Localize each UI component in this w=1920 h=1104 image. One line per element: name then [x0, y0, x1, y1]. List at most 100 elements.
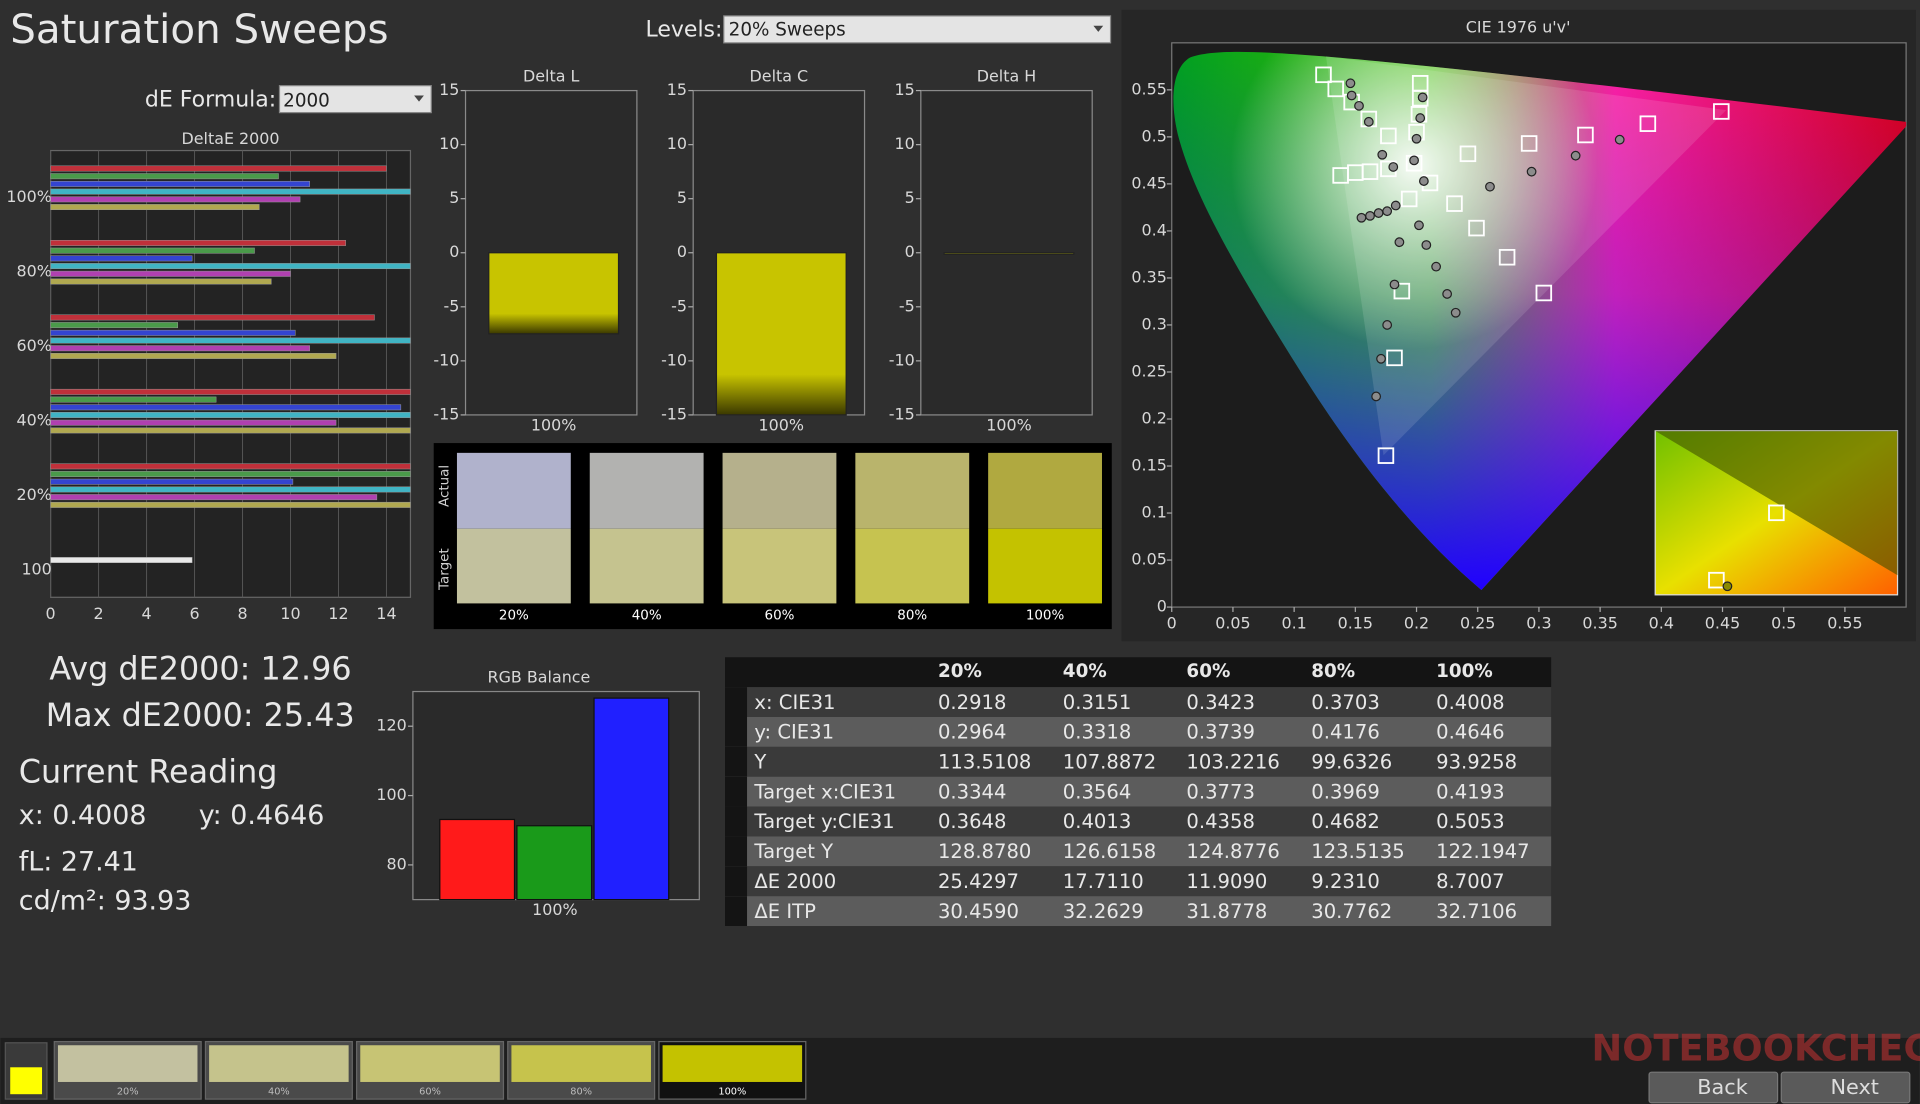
y-tick-label: 0 — [905, 242, 915, 261]
measured-point — [1363, 116, 1374, 127]
row-marker — [725, 836, 748, 867]
target-point — [1377, 447, 1395, 464]
nav-button-label: Next — [1830, 1075, 1878, 1099]
table-header-cell: 20% — [938, 661, 982, 682]
table-cell: 8.7007 — [1436, 870, 1505, 893]
levels-dropdown[interactable] — [723, 15, 1112, 44]
measured-point — [1450, 307, 1461, 318]
y-tick-label: 0 — [677, 242, 687, 261]
table-cell: x: CIE31 — [754, 691, 835, 714]
table-cell: 0.4682 — [1311, 810, 1380, 833]
table-cell: y: CIE31 — [754, 721, 834, 744]
max-de: Max dE2000: 25.43 — [46, 696, 355, 734]
table-cell: 0.2964 — [938, 721, 1007, 744]
actual-swatch — [988, 452, 1102, 529]
zoom-measured — [1722, 581, 1733, 592]
avg-de: Avg dE2000: 12.96 — [49, 650, 351, 688]
measured-point — [1365, 210, 1375, 221]
table-cell: 30.7762 — [1311, 900, 1392, 923]
current-color — [10, 1067, 43, 1095]
table-cell: 0.4646 — [1436, 721, 1505, 744]
nav-button[interactable] — [1648, 1071, 1779, 1104]
table-cell: 32.7106 — [1436, 900, 1517, 923]
y-tick-label: 15 — [667, 80, 687, 99]
zoom-target — [1768, 504, 1785, 522]
measured-point — [1421, 240, 1432, 250]
x-tick-label: 0.45 — [1705, 614, 1740, 633]
bar — [50, 240, 346, 246]
y-tick-label: 0.4 — [1142, 220, 1167, 239]
measured-point — [1377, 149, 1388, 160]
measured-point — [1414, 220, 1424, 231]
table-row — [725, 746, 1552, 777]
nav-button[interactable] — [1780, 1071, 1911, 1104]
table-cell: 0.3564 — [1063, 780, 1132, 803]
table-cell: 0.3151 — [1063, 691, 1132, 714]
y-tick-label: 0.25 — [1131, 361, 1166, 380]
sweep-swatch — [511, 1045, 651, 1082]
de-formula-value: 2000 — [283, 91, 330, 112]
table-cell: Target Y — [753, 840, 833, 863]
x-tick-label: 0 — [1167, 614, 1177, 633]
y-tick-label: -15 — [889, 404, 915, 423]
x-tick-label: 0.55 — [1827, 614, 1862, 633]
table-cell: 0.3344 — [938, 780, 1007, 803]
measured-point — [1415, 113, 1426, 123]
measured-point — [1394, 237, 1405, 248]
de-formula-dropdown[interactable] — [278, 85, 432, 114]
table-cell: ΔE ITP — [754, 900, 816, 923]
table-row — [725, 806, 1552, 837]
chart-title: DeltaE 2000 — [182, 129, 280, 148]
reading-heading: Current Reading — [19, 753, 278, 791]
dropdown-arrow — [1093, 25, 1104, 32]
measured-point — [1346, 90, 1357, 101]
zoom-inset-shade — [1655, 430, 1898, 576]
table-row — [725, 716, 1552, 747]
table-cell: 103.2216 — [1186, 751, 1279, 774]
measured-point — [1382, 320, 1393, 330]
category-label: 80% — [16, 262, 51, 281]
bar — [50, 329, 296, 336]
x-tick-label: 100% — [759, 415, 804, 434]
measured-point — [1411, 133, 1422, 144]
y-tick-label: -10 — [889, 350, 915, 369]
bar — [50, 345, 310, 352]
watermark: NOTEBOOKCHECK — [1592, 1027, 1920, 1070]
bar — [488, 252, 620, 335]
measured-point — [1431, 261, 1442, 272]
table-cell: 93.9258 — [1436, 751, 1517, 774]
y-tick-label: 10 — [894, 134, 914, 153]
bar — [439, 818, 516, 901]
measured-point — [1371, 391, 1382, 402]
sweep-label: 40% — [268, 1087, 290, 1098]
bar — [50, 486, 411, 493]
white-glow — [1173, 51, 1907, 590]
x-tick-label: 4 — [142, 604, 152, 623]
measured-point — [1382, 206, 1393, 217]
swatch-label: 100% — [1026, 609, 1065, 624]
measured-point — [1526, 166, 1537, 177]
row-marker — [725, 687, 748, 717]
table-cell: ΔE 2000 — [754, 870, 836, 893]
y-tick-label: 0.55 — [1131, 79, 1166, 98]
x-tick-label: 0 — [46, 604, 56, 623]
table-cell: 124.8776 — [1186, 840, 1279, 863]
y-tick-label: 5 — [905, 188, 915, 207]
y-tick-label: 0.05 — [1131, 550, 1166, 569]
x-tick-label: 100% — [531, 415, 576, 434]
bar — [50, 396, 217, 403]
table-cell: 0.3703 — [1311, 691, 1380, 714]
bar — [715, 252, 847, 416]
bar — [50, 204, 260, 210]
y-tick-label: -5 — [899, 296, 915, 315]
target-point — [1380, 127, 1397, 145]
target-point — [1520, 135, 1538, 152]
row-marker — [725, 806, 748, 837]
table-row — [725, 687, 1552, 717]
table-header-cell: 100% — [1436, 661, 1493, 682]
y-tick-label: -5 — [671, 296, 687, 315]
table-cell: 0.3318 — [1063, 721, 1132, 744]
nav-button-label: Back — [1697, 1075, 1748, 1099]
target-point — [1393, 282, 1411, 300]
